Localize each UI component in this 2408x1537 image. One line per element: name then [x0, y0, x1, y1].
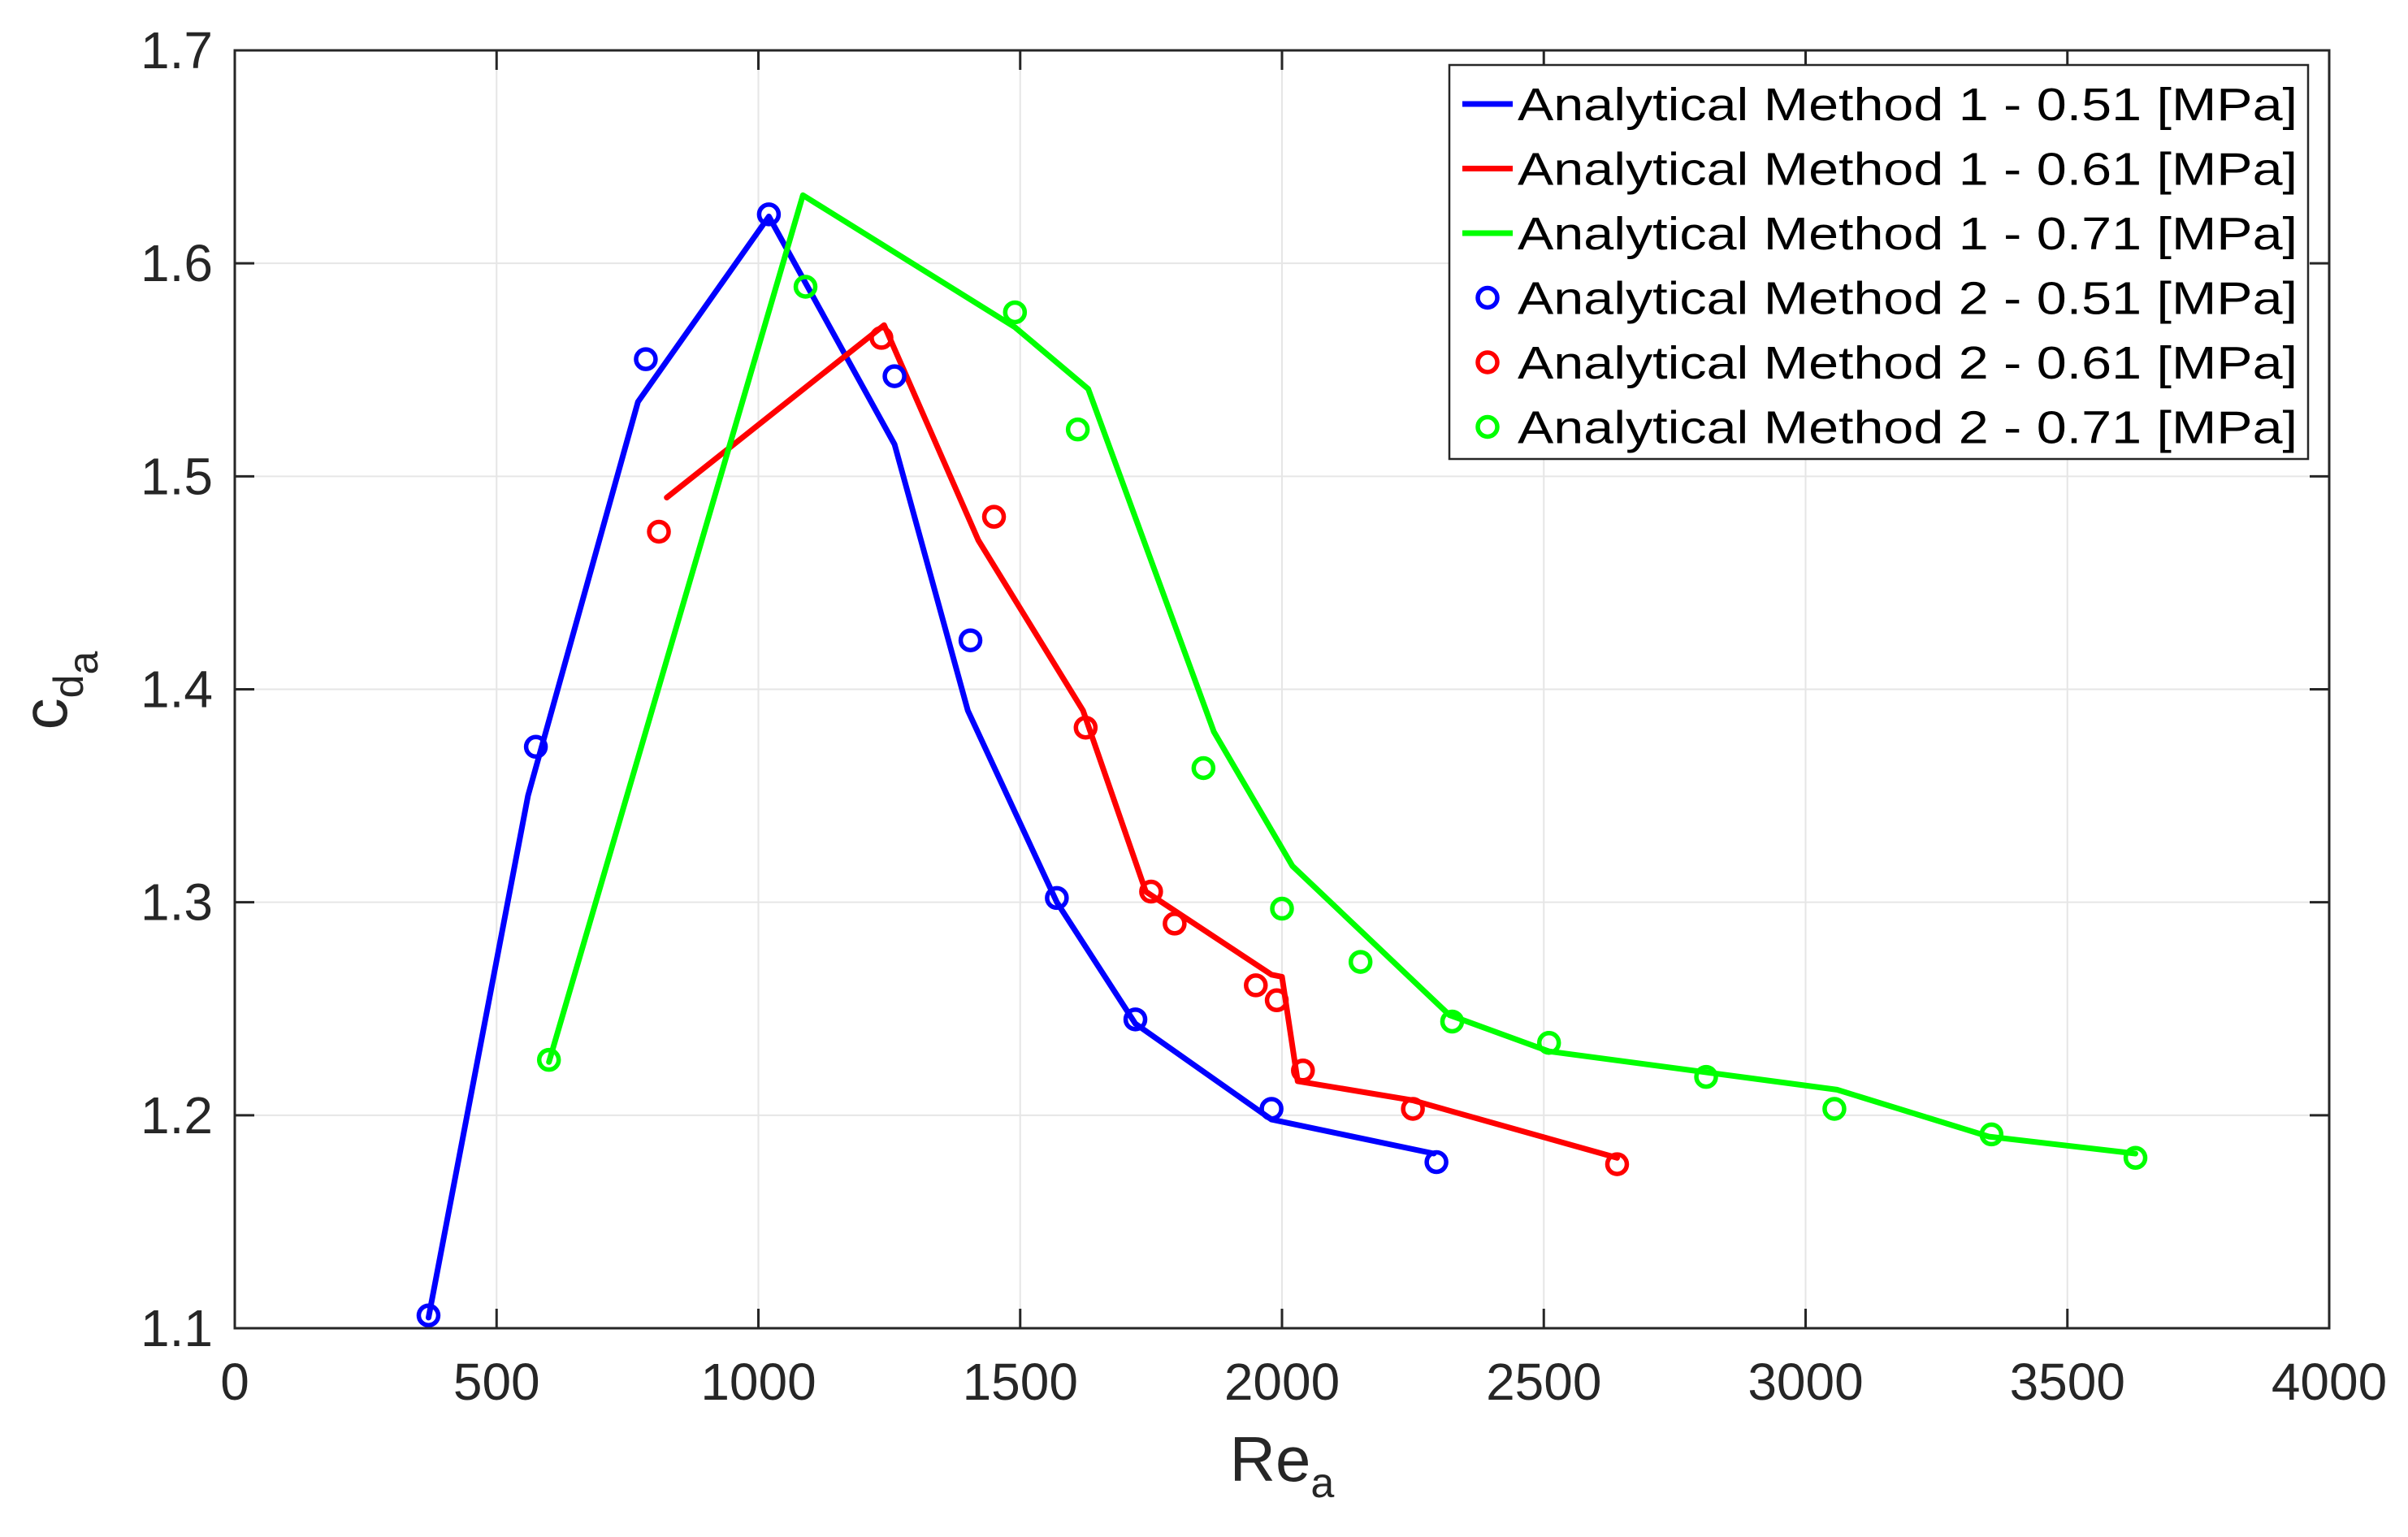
x-tick-label: 2000 — [1224, 1353, 1340, 1411]
series-line — [664, 322, 1620, 1161]
x-tick-label: 500 — [453, 1353, 540, 1411]
legend-label: Analytical Method 2 - 0.61 [MPa] — [1518, 337, 2298, 389]
y-axis-label: cda — [9, 652, 107, 730]
data-point — [1139, 879, 1163, 904]
x-tick-label: 1000 — [700, 1353, 816, 1411]
x-axis-label-main: Re — [1230, 1423, 1311, 1495]
data-point — [1270, 896, 1294, 921]
series-5 — [647, 326, 1630, 1176]
data-point — [1045, 885, 1069, 911]
data-point — [1291, 1059, 1315, 1083]
legend-marker-swatch — [1475, 350, 1500, 375]
series-line — [426, 214, 1437, 1321]
y-tick-label: 1.3 — [141, 873, 213, 932]
data-point — [1424, 1150, 1449, 1175]
series-4 — [416, 202, 1449, 1328]
data-point — [2123, 1145, 2148, 1171]
data-point — [1003, 300, 1028, 325]
y-tick-label: 1.6 — [141, 234, 213, 292]
data-point — [869, 326, 894, 350]
legend-item: Analytical Method 1 - 0.71 [MPa] — [1462, 208, 2298, 260]
legend-item: Analytical Method 2 - 0.61 [MPa] — [1475, 337, 2298, 389]
legend-label: Analytical Method 1 - 0.61 [MPa] — [1518, 144, 2298, 196]
y-tick-label: 1.4 — [141, 660, 213, 719]
legend-label: Analytical Method 2 - 0.51 [MPa] — [1518, 273, 2298, 325]
x-tick-label: 4000 — [2272, 1353, 2387, 1411]
y-axis-label-main: c — [9, 698, 80, 730]
data-point — [1440, 1009, 1465, 1034]
series-6 — [536, 275, 2148, 1171]
data-point — [1694, 1064, 1718, 1089]
y-tick-label: 1.2 — [141, 1086, 213, 1145]
x-tick-label: 3500 — [2010, 1353, 2125, 1411]
data-point — [634, 347, 658, 371]
x-axis-label-sub: a — [1310, 1460, 1334, 1507]
data-point — [1401, 1097, 1425, 1121]
legend: Analytical Method 1 - 0.51 [MPa] Analytic… — [1448, 63, 2310, 461]
data-point — [1073, 715, 1098, 740]
x-tick-label: 1500 — [963, 1353, 1078, 1411]
series-2 — [664, 322, 1620, 1161]
x-tick-label: 2500 — [1486, 1353, 1601, 1411]
ticks — [233, 49, 2331, 1330]
series-line — [546, 192, 2138, 1157]
data-point — [1536, 1030, 1561, 1055]
data-point — [793, 275, 818, 299]
legend-box — [1448, 63, 2310, 461]
data-point — [958, 628, 983, 652]
data-point — [1065, 417, 1090, 442]
data-point — [1244, 973, 1268, 998]
data-point — [1822, 1097, 1847, 1121]
legend-item: Analytical Method 1 - 0.51 [MPa] — [1462, 79, 2298, 131]
data-point — [647, 519, 671, 544]
legend-item: Analytical Method 2 - 0.51 [MPa] — [1475, 273, 2298, 325]
legend-marker-swatch — [1475, 414, 1500, 439]
data-point — [1123, 1007, 1148, 1032]
data-point — [416, 1303, 441, 1328]
data-point — [1259, 1097, 1284, 1121]
y-axis-label-sub2: a — [60, 652, 107, 675]
legend-item: Analytical Method 2 - 0.71 [MPa] — [1475, 402, 2298, 454]
data-point — [1163, 911, 1187, 936]
series-layer — [416, 192, 2148, 1328]
legend-item: Analytical Method 1 - 0.61 [MPa] — [1462, 144, 2298, 196]
x-axis-label: Rea — [1230, 1423, 1335, 1507]
data-point — [981, 504, 1007, 529]
data-point — [1605, 1152, 1630, 1176]
x-tick-label: 3000 — [1748, 1353, 1863, 1411]
series-1 — [426, 214, 1437, 1321]
legend-label: Analytical Method 2 - 0.71 [MPa] — [1518, 402, 2298, 454]
legend-label: Analytical Method 1 - 0.51 [MPa] — [1518, 79, 2298, 131]
series-3 — [546, 192, 2138, 1157]
y-axis-label-sub1: d — [45, 675, 93, 699]
data-point — [882, 364, 907, 388]
y-tick-label: 1.1 — [141, 1299, 213, 1357]
data-point — [1264, 988, 1289, 1013]
x-tick-label: 0 — [220, 1353, 249, 1411]
data-point — [523, 734, 548, 760]
tick-labels: 0 500 1000 1500 2000 2500 3000 3500 4000 1.1 1.2 1.… — [141, 21, 2387, 1411]
legend-label: Analytical Method 1 - 0.71 [MPa] — [1518, 208, 2298, 260]
data-point — [1191, 756, 1216, 781]
data-point — [756, 202, 782, 227]
y-tick-label: 1.7 — [141, 21, 213, 80]
y-tick-label: 1.5 — [141, 447, 213, 505]
data-point — [1348, 950, 1373, 974]
data-point — [1979, 1122, 2004, 1147]
data-point — [536, 1047, 561, 1072]
legend-marker-swatch — [1475, 285, 1500, 310]
svg-text:cda: cda — [9, 652, 107, 730]
